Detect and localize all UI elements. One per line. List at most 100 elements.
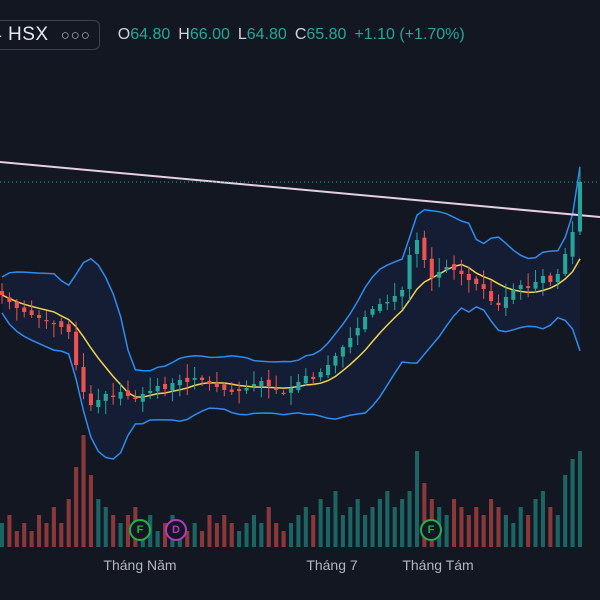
candle-down[interactable] [266, 369, 271, 399]
candle-up[interactable] [96, 388, 101, 414]
candle-up[interactable] [140, 387, 145, 412]
volume-bar [7, 515, 12, 547]
open-label: O [117, 26, 131, 43]
candle-up[interactable] [118, 382, 123, 406]
candle-up[interactable] [148, 377, 153, 400]
candle-down[interactable] [74, 321, 79, 371]
candle-down[interactable] [496, 294, 501, 311]
volume-bar [326, 507, 331, 547]
candle-down[interactable] [237, 381, 242, 404]
candle-down[interactable] [274, 375, 279, 395]
candle-down[interactable] [459, 259, 464, 286]
volume-bar [281, 531, 286, 547]
candle-up[interactable] [251, 371, 256, 392]
candle-down[interactable] [207, 376, 212, 391]
candle-down[interactable] [429, 247, 434, 291]
candle-up[interactable] [570, 221, 575, 265]
candle-up[interactable] [540, 268, 545, 296]
candle-down[interactable] [0, 283, 5, 304]
candle-up[interactable] [259, 377, 264, 398]
dash-glyph: - [0, 25, 2, 46]
volume-bar [222, 515, 227, 547]
candle-up[interactable] [318, 368, 323, 382]
candle-up[interactable] [400, 286, 405, 310]
candle-down[interactable] [51, 320, 56, 338]
candle-down[interactable] [133, 390, 138, 403]
candle-up[interactable] [170, 378, 175, 402]
candle-down[interactable] [111, 382, 116, 405]
volume-bar [259, 523, 264, 547]
candle-up[interactable] [355, 317, 360, 346]
candle-down[interactable] [451, 255, 457, 280]
candle-down[interactable] [37, 310, 42, 329]
candle-up[interactable] [563, 248, 568, 277]
candle-down[interactable] [474, 276, 479, 291]
candle-up[interactable] [555, 268, 560, 289]
symbol-selector[interactable]: - HSX ○○○ [0, 20, 100, 50]
candle-up[interactable] [533, 270, 538, 293]
more-dots-icon[interactable]: ○○○ [60, 26, 91, 44]
candle-down[interactable] [214, 372, 219, 393]
candle-down[interactable] [88, 385, 93, 411]
candle-down[interactable] [81, 353, 86, 400]
candle-down[interactable] [185, 364, 190, 396]
candle-up[interactable] [363, 310, 368, 333]
candle-up[interactable] [385, 294, 390, 310]
candle-up[interactable] [326, 355, 331, 379]
volume-bar [251, 515, 256, 547]
volume-bar [400, 499, 405, 547]
candle-up[interactable] [377, 298, 382, 314]
candle-down[interactable] [200, 375, 205, 386]
candle-up[interactable] [407, 247, 412, 302]
volume-bar [451, 499, 457, 547]
open-value: 64.80 [130, 26, 171, 43]
candle-down[interactable] [7, 292, 12, 310]
candle-up[interactable] [103, 391, 108, 415]
candle-up[interactable] [340, 344, 345, 368]
volume-bar [66, 499, 71, 547]
candle-down[interactable] [548, 272, 553, 286]
dividend-event-icon[interactable]: D [165, 519, 187, 541]
candle-down[interactable] [422, 230, 427, 268]
candle-up[interactable] [177, 374, 182, 397]
candle-down[interactable] [29, 300, 34, 318]
candle-up[interactable] [288, 376, 294, 405]
candle-down[interactable] [229, 382, 234, 396]
candle-up[interactable] [503, 283, 508, 317]
candle-down[interactable] [22, 300, 27, 318]
candle-down[interactable] [66, 319, 71, 340]
candle-down[interactable] [489, 280, 494, 306]
candle-up[interactable] [296, 374, 301, 393]
bollinger-lower-band [1, 306, 581, 460]
candle-up[interactable] [348, 327, 353, 354]
earnings-event-icon[interactable]: F [420, 519, 442, 541]
candle-down[interactable] [14, 299, 19, 321]
candle-up[interactable] [518, 280, 523, 300]
trend-line [0, 161, 600, 218]
candle-up[interactable] [511, 283, 516, 304]
candle-up[interactable] [414, 232, 420, 268]
volume-bar [59, 523, 64, 547]
candle-down[interactable] [311, 372, 316, 385]
candle-down[interactable] [281, 389, 286, 396]
candle-up[interactable] [370, 306, 375, 318]
candle-up[interactable] [303, 368, 308, 387]
candle-down[interactable] [125, 380, 131, 400]
candle-up[interactable] [192, 367, 197, 390]
candle-up[interactable] [437, 258, 442, 288]
candle-down[interactable] [526, 273, 531, 298]
candle-up[interactable] [333, 352, 338, 374]
candle-up[interactable] [155, 378, 160, 399]
candle-down[interactable] [481, 270, 486, 299]
candle-down[interactable] [162, 376, 168, 397]
earnings-event-icon[interactable]: F [129, 519, 151, 541]
candle-down[interactable] [222, 382, 227, 397]
candle-down[interactable] [44, 311, 49, 329]
candle-up[interactable] [392, 283, 397, 311]
candle-down[interactable] [466, 266, 471, 293]
candle-up[interactable] [577, 169, 583, 235]
candle-up[interactable] [244, 380, 249, 394]
candle-down[interactable] [59, 317, 64, 335]
candle-up[interactable] [444, 259, 449, 273]
